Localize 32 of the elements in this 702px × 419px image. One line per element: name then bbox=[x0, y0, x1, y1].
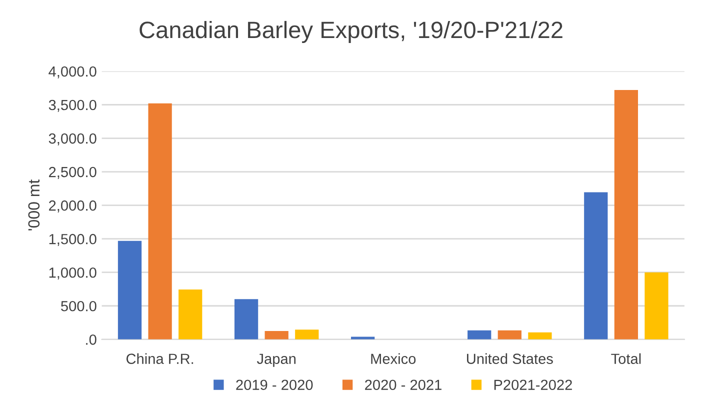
bar bbox=[178, 289, 202, 340]
bar bbox=[351, 336, 375, 340]
bar bbox=[148, 103, 172, 340]
y-tick-label: 2,500.0 bbox=[49, 166, 96, 179]
y-tick-label: 1,000.0 bbox=[49, 267, 96, 280]
bar bbox=[468, 330, 492, 340]
legend-label: 2019 - 2020 bbox=[236, 380, 313, 390]
y-axis-title: '000 mt bbox=[28, 179, 40, 230]
bar bbox=[584, 192, 608, 340]
x-tick-label: Total bbox=[611, 353, 641, 364]
bar bbox=[614, 90, 638, 340]
bar bbox=[295, 330, 319, 340]
legend-label: 2020 - 2021 bbox=[365, 380, 442, 390]
y-tick-label: .0 bbox=[86, 334, 96, 345]
legend-label: P2021-2022 bbox=[494, 380, 572, 390]
y-tick-label: 3,000.0 bbox=[48, 133, 96, 146]
bar bbox=[234, 299, 258, 340]
bar bbox=[528, 332, 552, 340]
bar bbox=[118, 240, 142, 340]
y-tick-label: 2,000.0 bbox=[49, 200, 96, 212]
x-tick-label: Japan bbox=[256, 354, 296, 367]
chart-title: Canadian Barley Exports, '19/20-P'21/22 bbox=[140, 20, 562, 43]
y-tick-label: 3,500.0 bbox=[48, 100, 96, 112]
bar bbox=[264, 331, 288, 340]
y-tick-label: 4,000.0 bbox=[48, 66, 96, 78]
x-tick-label: United States bbox=[467, 353, 553, 364]
x-tick-label: Mexico bbox=[371, 353, 416, 364]
x-tick-label: China P.R. bbox=[126, 353, 194, 364]
bar bbox=[644, 272, 668, 340]
y-tick-label: 500.0 bbox=[61, 300, 96, 312]
bar bbox=[498, 330, 522, 340]
y-tick-label: 1,500.0 bbox=[49, 234, 96, 246]
